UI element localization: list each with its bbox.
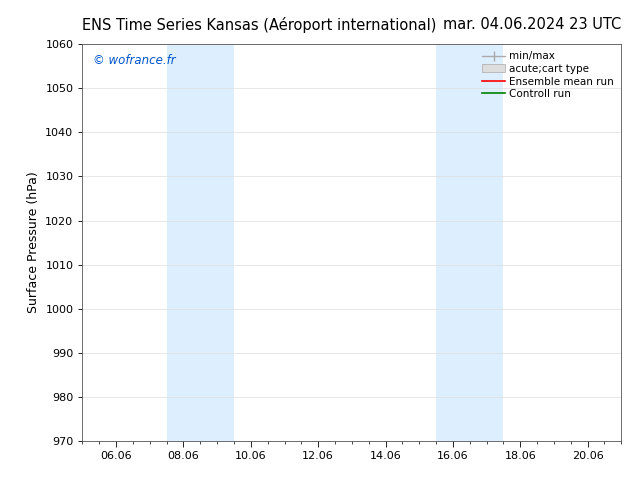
Bar: [167, 44, 234, 441]
Text: mar. 04.06.2024 23 UTC: mar. 04.06.2024 23 UTC: [443, 17, 621, 32]
Legend: min/max, acute;cart type, Ensemble mean run, Controll run: min/max, acute;cart type, Ensemble mean …: [480, 49, 616, 101]
Bar: [436, 44, 503, 441]
Y-axis label: Surface Pressure (hPa): Surface Pressure (hPa): [27, 172, 40, 314]
Text: ENS Time Series Kansas (Aéroport international): ENS Time Series Kansas (Aéroport interna…: [82, 17, 437, 33]
Text: © wofrance.fr: © wofrance.fr: [93, 54, 176, 67]
